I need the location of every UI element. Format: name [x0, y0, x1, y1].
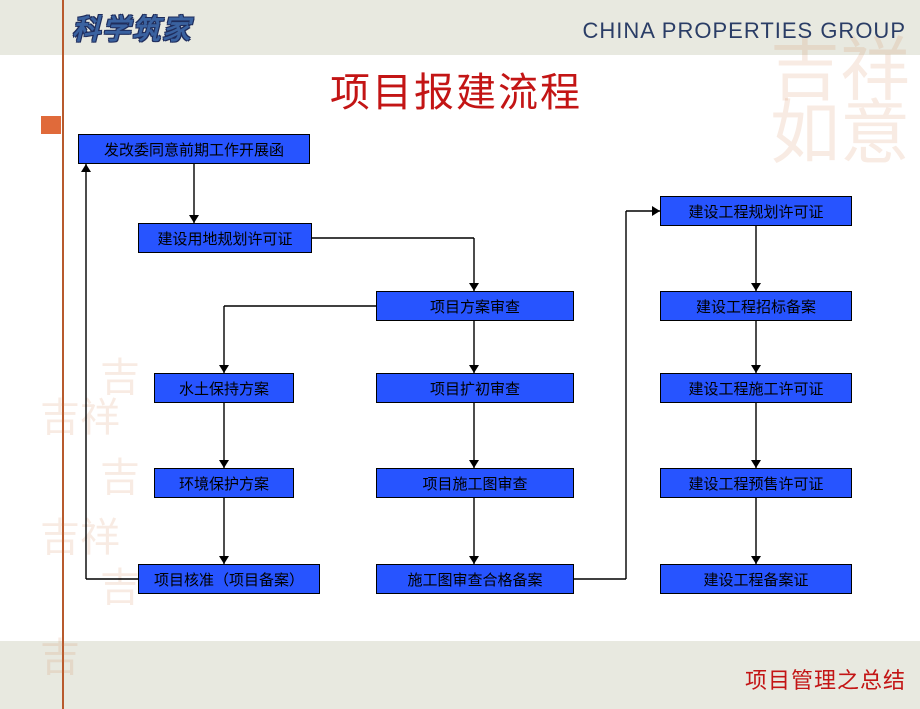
- watermark-left-4: 吉祥: [40, 520, 120, 556]
- page-title: 项目报建流程: [330, 60, 582, 118]
- flow-node-n6: 环境保护方案: [154, 468, 294, 498]
- flow-node-n5: 项目扩初审查: [376, 373, 574, 403]
- flow-node-n7: 项目施工图审查: [376, 468, 574, 498]
- flow-node-n11: 建设工程招标备案: [660, 291, 852, 321]
- flow-node-n14: 建设工程备案证: [660, 564, 852, 594]
- watermark-left-1: 吉祥: [40, 400, 120, 436]
- accent-square: [41, 116, 61, 134]
- flow-node-n1: 发改委同意前期工作开展函: [78, 134, 310, 164]
- watermark-left-2: 吉: [100, 360, 140, 396]
- flow-node-n10: 建设工程规划许可证: [660, 196, 852, 226]
- flow-node-n12: 建设工程施工许可证: [660, 373, 852, 403]
- flow-node-n2: 建设用地规划许可证: [138, 223, 312, 253]
- flow-node-n8: 项目核准（项目备案）: [138, 564, 320, 594]
- flow-node-n9: 施工图审查合格备案: [376, 564, 574, 594]
- footer-text: 项目管理之总结: [745, 663, 906, 695]
- flow-node-n13: 建设工程预售许可证: [660, 468, 852, 498]
- company-name: CHINA PROPERTIES GROUP: [582, 18, 906, 44]
- logo-text: 科学筑家: [72, 8, 192, 48]
- watermark-left-3: 吉: [100, 460, 140, 496]
- watermark-right: 吉祥如意: [770, 40, 910, 166]
- vertical-rule: [62, 0, 64, 709]
- flow-node-n4: 水土保持方案: [154, 373, 294, 403]
- watermark-left-5: 吉: [100, 570, 140, 606]
- flow-node-n3: 项目方案审查: [376, 291, 574, 321]
